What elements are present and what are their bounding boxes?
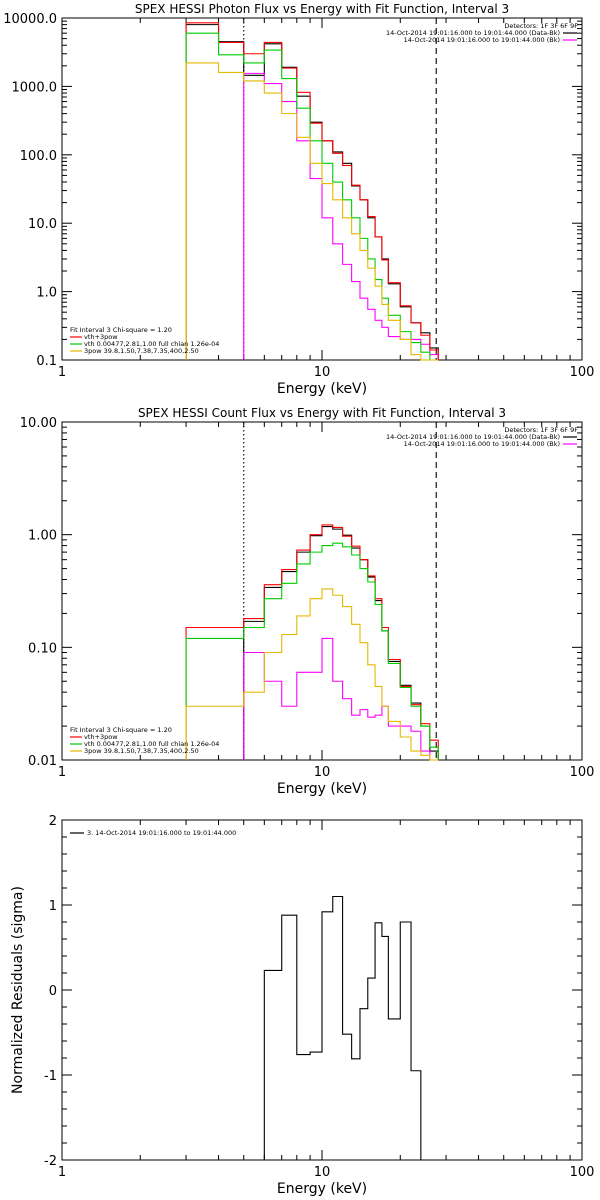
series-group: [185, 62, 439, 361]
x-tick-label: 10: [314, 365, 331, 380]
y-tick-label: 0: [49, 984, 57, 999]
legend-text: Fit Interval 3 Chi-square = 1.20: [70, 326, 172, 334]
series-line: [243, 72, 439, 360]
legend-text: 14-Oct-2014 19:01:16.000 to 19:01:44.000…: [386, 433, 560, 441]
x-axis-label: Energy (keV): [277, 381, 367, 397]
series-line: [243, 637, 439, 761]
legend-bottom-left: Fit Interval 3 Chi-square = 1.20vth+3pow…: [70, 326, 219, 355]
x-axis-label: Energy (keV): [277, 1181, 367, 1197]
x-axis-label: Energy (keV): [277, 781, 367, 797]
series-group: [243, 72, 439, 360]
y-tick-label: 2: [49, 814, 57, 829]
x-tick-label: 100: [570, 1165, 595, 1180]
legend-text: 14-Oct-2014 19:01:16.000 to 19:01:44.000…: [404, 36, 560, 44]
legend-text: vth+3pow: [84, 733, 118, 741]
y-tick-label: -1: [44, 1069, 57, 1084]
x-tick-label: 1: [58, 365, 66, 380]
y-tick-label: 1.00: [28, 529, 57, 544]
chart-panel-1: SPEX HESSI Photon Flux vs Energy with Fi…: [3, 2, 594, 397]
y-tick-label: 0.1: [36, 354, 57, 369]
series-line: [185, 24, 439, 360]
legend-text: vth+3pow: [84, 333, 118, 341]
y-tick-label: 1.0: [36, 286, 57, 301]
y-tick-label: 10.0: [28, 217, 57, 232]
legend-top-left: 3. 14-Oct-2014 19:01:16.000 to 19:01:44.…: [70, 829, 236, 837]
legend-text: 3pow 39.8,1.50,7.38,7.35,400,2.50: [84, 347, 199, 355]
legend-text: 14-Oct-2014 19:01:16.000 to 19:01:44.000…: [404, 440, 560, 448]
series-group: [185, 24, 439, 360]
chart-title: SPEX HESSI Photon Flux vs Energy with Fi…: [135, 2, 509, 16]
y-axis-label: Normalized Residuals (sigma): [10, 886, 26, 1094]
series-line: [185, 588, 439, 761]
y-tick-label: 1000.0: [12, 80, 58, 95]
legend-text: vth 0.00477,2.81,1.00 full chian 1.26e-0…: [84, 340, 219, 348]
legend-text: 14-Oct-2014 19:01:16.000 to 19:01:44.000…: [386, 29, 560, 37]
series-group: [185, 32, 439, 361]
y-tick-label: 10.00: [20, 416, 57, 431]
legend-bottom-left: Fit Interval 3 Chi-square = 1.20vth+3pow…: [70, 726, 219, 755]
series-group: [185, 588, 439, 761]
y-tick-label: 100.0: [20, 149, 57, 164]
series-line: [185, 542, 439, 760]
legend-text: 3pow 39.8,1.50,7.38,7.35,400,2.50: [84, 747, 199, 755]
chart-title: SPEX HESSI Count Flux vs Energy with Fit…: [138, 406, 506, 420]
series-group: [243, 637, 439, 761]
x-tick-label: 1: [58, 765, 66, 780]
legend-text: Detectors: 1F 3F 6F 9F: [504, 22, 578, 30]
series-line: [185, 32, 439, 361]
series-line: [185, 62, 439, 361]
x-tick-label: 1: [58, 1165, 66, 1180]
series-line: [185, 22, 439, 360]
chart-panel-2: SPEX HESSI Count Flux vs Energy with Fit…: [20, 406, 595, 797]
x-tick-label: 10: [314, 765, 331, 780]
y-tick-label: 0.01: [28, 754, 57, 769]
series-group: [185, 542, 439, 760]
series-group: [243, 526, 439, 760]
series-line: [243, 895, 439, 1161]
legend-text: Fit Interval 3 Chi-square = 1.20: [70, 726, 172, 734]
x-tick-label: 10: [314, 1165, 331, 1180]
x-tick-label: 100: [570, 765, 595, 780]
y-tick-label: -2: [44, 1154, 57, 1169]
legend-text: vth 0.00477,2.81,1.00 full chian 1.26e-0…: [84, 740, 219, 748]
chart-panel-3: 1 10 100 -2 -1 0 1 2 Energy (keV) Normalized Resi…: [10, 814, 594, 1197]
legend-text: 3. 14-Oct-2014 19:01:16.000 to 19:01:44.…: [87, 829, 236, 837]
y-tick-label: 1: [49, 899, 57, 914]
legend-text: Detectors: 1F 3F 6F 9F: [504, 426, 578, 434]
y-tick-label: 0.10: [28, 641, 57, 656]
x-tick-label: 100: [570, 365, 595, 380]
series-group: [185, 22, 439, 360]
series-line: [243, 526, 439, 760]
series-group: [243, 895, 439, 1161]
y-tick-label: 10000.0: [3, 12, 57, 27]
